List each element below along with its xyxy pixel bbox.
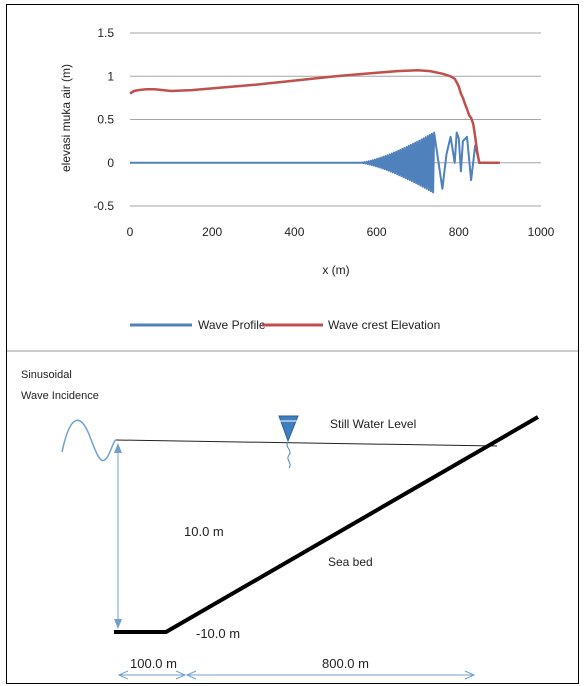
flat-length-label: 100.0 m — [130, 656, 177, 671]
y-tick-label: 1.5 — [97, 26, 114, 40]
flat-arrow-head-right — [175, 670, 187, 680]
x-axis-label: x (m) — [322, 263, 349, 277]
legend-label-wave-profile: Wave Profile — [198, 318, 266, 332]
y-tick-label: 0 — [107, 156, 114, 170]
y-tick-label: 1 — [107, 69, 114, 83]
water-level-marker-icon — [278, 415, 299, 443]
series-line-wave-crest — [129, 68, 500, 165]
slope-arrow-head-right — [464, 670, 476, 680]
slope-length-label: 800.0 m — [322, 656, 369, 671]
seabed-profile — [114, 415, 540, 634]
x-tick-label: 800 — [449, 225, 469, 239]
y-axis-label: elevasi muka air (m) — [59, 64, 73, 172]
gridlines — [130, 32, 541, 207]
still-water-label: Still Water Level — [330, 417, 416, 431]
y-tick-label: -0.5 — [93, 199, 114, 213]
series-line-wave-profile — [130, 131, 484, 194]
legend: Wave Profile Wave crest Elevation — [130, 318, 440, 332]
bathymetry-diagram: Sinusoidal Wave Incidence Still Water Le… — [21, 369, 540, 680]
still-water-line — [115, 439, 498, 447]
incidence-label-line1: Sinusoidal — [21, 369, 72, 381]
incidence-label-line2: Wave Incidence — [21, 390, 99, 402]
slope-arrow-head-left — [185, 670, 197, 680]
bottom-depth-label: -10.0 m — [196, 626, 240, 641]
depth-arrow-head-top — [114, 443, 122, 453]
depth-label: 10.0 m — [184, 524, 224, 539]
seabed-label: Sea bed — [328, 555, 373, 569]
x-tick-label: 600 — [367, 225, 387, 239]
depth-arrow-head-bottom — [114, 619, 122, 629]
x-tick-label: 0 — [127, 225, 134, 239]
y-tick-labels: 1.5 1 0.5 0 -0.5 — [93, 26, 114, 213]
water-level-squiggle — [286, 441, 291, 469]
figure-frame — [6, 4, 579, 684]
x-tick-label: 400 — [284, 225, 304, 239]
x-tick-label: 200 — [202, 225, 222, 239]
incident-wave-icon — [61, 419, 117, 462]
flat-arrow-head-left — [117, 670, 129, 680]
x-tick-label: 1000 — [528, 225, 555, 239]
series-lines — [129, 68, 500, 194]
x-tick-labels: 0 200 400 600 800 1000 — [127, 225, 555, 239]
legend-label-wave-crest: Wave crest Elevation — [328, 318, 440, 332]
chart: 1.5 1 0.5 0 -0.5 0 200 400 600 800 1000 elevasi m… — [59, 26, 555, 332]
y-tick-label: 0.5 — [97, 113, 114, 127]
